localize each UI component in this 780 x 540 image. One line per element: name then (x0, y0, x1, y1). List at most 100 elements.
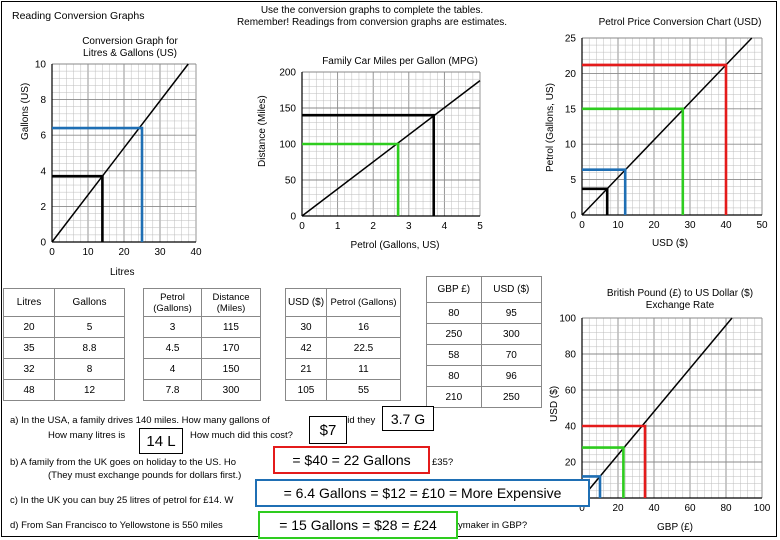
x-tick-label: 1 (335, 221, 341, 232)
x-tick-label: 20 (118, 247, 130, 258)
y-tick-label: 20 (565, 69, 577, 80)
table-cell: 3 (142, 316, 203, 338)
reading-line-black (302, 113, 436, 216)
table-cell: 250 (480, 386, 543, 408)
gbp-usd-table: GBP £) USD ($) 80 95 250 300 58 70 80 96 210 250 (426, 276, 543, 408)
table-cell: 80 (426, 365, 482, 387)
table-cell: 12 (54, 379, 125, 401)
table-header: Litres (2, 288, 56, 317)
x-tick-label: 0 (299, 221, 305, 232)
question-b-line-2: (They must exchange pounds for dollars f… (48, 470, 242, 481)
reading-line-green (582, 107, 685, 215)
conversion-line (581, 37, 753, 216)
table-cell: 30 (285, 316, 327, 338)
x-tick-label: 3 (406, 221, 412, 232)
petrol-graph-ylabel: Petrol (Gallons, US) (545, 83, 556, 172)
table-cell: 55 (326, 379, 401, 401)
table-row: 80 96 (426, 365, 543, 387)
table-header: Distance (Miles) (201, 288, 261, 317)
question-b-line-1b: £35? (432, 457, 454, 468)
gbp-graph-xlabel: GBP (£) (657, 522, 693, 533)
table-cell: 7.8 (142, 379, 203, 401)
answer-a-cost: $7 (309, 416, 347, 444)
question-b-line-1: b) A family from the UK goes on holiday … (10, 457, 237, 468)
table-cell: 210 (426, 386, 482, 408)
table-cell: 8 (54, 358, 125, 380)
x-tick-label: 40 (720, 220, 732, 231)
gbp-graph-ylabel: USD ($) (549, 385, 560, 422)
x-tick-label: 40 (190, 247, 202, 258)
table-row: 7.8 300 (142, 379, 261, 401)
table-cell: 70 (480, 344, 543, 366)
mpg-graph-title: Family Car Miles per Gallon (MPG) (322, 56, 478, 67)
mpg-graph-xlabel: Petrol (Gallons, US) (350, 240, 440, 251)
answer-b: = $40 = 22 Gallons (273, 446, 430, 474)
petrol-graph-xlabel: USD ($) (651, 238, 689, 249)
table-cell: 4.5 (142, 337, 203, 359)
table-cell: 250 (426, 323, 482, 345)
table-cell: 80 (426, 302, 482, 324)
reading-line-black (582, 187, 609, 215)
table-cell: 58 (426, 344, 482, 366)
table-header: GBP £) (426, 276, 482, 303)
y-tick-label: 100 (279, 140, 296, 151)
table-row: 32 8 (2, 358, 125, 380)
table-cell: 22.5 (326, 337, 401, 359)
table-cell: 42 (285, 337, 327, 359)
x-tick-label: 0 (579, 220, 585, 231)
y-tick-label: 15 (565, 104, 577, 115)
y-tick-label: 60 (565, 386, 577, 397)
y-tick-label: 2 (40, 202, 46, 213)
table-row: 42 22.5 (285, 337, 401, 359)
y-tick-label: 0 (290, 212, 296, 223)
table-cell: 35 (2, 337, 56, 359)
petrol-graph-title: Petrol Price Conversion Chart (USD) (598, 17, 762, 28)
question-c-line-1: c) In the UK you can buy 25 litres of pe… (10, 495, 234, 506)
table-cell: 8.8 (54, 337, 125, 359)
table-row: 48 12 (2, 379, 125, 401)
x-tick-label: 60 (684, 503, 696, 514)
y-tick-label: 6 (40, 131, 46, 142)
table-cell: 11 (326, 358, 401, 380)
table-row: 30 16 (285, 316, 401, 338)
y-tick-label: 20 (565, 458, 577, 469)
litres-graph-title-2: Litres & Gallons (US) (83, 48, 177, 59)
x-tick-label: 20 (612, 503, 624, 514)
table-cell: 48 (2, 379, 56, 401)
question-a-line-1b: did they (342, 415, 376, 426)
x-tick-label: 80 (720, 503, 732, 514)
answer-d: = 15 Gallons = $28 = £24 (258, 511, 458, 539)
litres-graph-title-1: Conversion Graph for (82, 36, 178, 47)
question-a-line-2b: How much did this cost? (190, 430, 293, 441)
table-row: 80 95 (426, 302, 543, 324)
table-cell: 95 (480, 302, 543, 324)
question-a-line-2: How many litres is (48, 430, 126, 441)
table-cell: 115 (201, 316, 261, 338)
page-title: Reading Conversion Graphs (12, 10, 145, 22)
x-tick-label: 10 (612, 220, 624, 231)
x-tick-label: 0 (579, 503, 585, 514)
x-tick-label: 30 (154, 247, 166, 258)
table-row: 21 11 (285, 358, 401, 380)
conversion-line (51, 63, 189, 243)
y-tick-label: 200 (279, 68, 296, 79)
x-tick-label: 100 (754, 503, 771, 514)
y-tick-label: 25 (565, 34, 577, 45)
litres-graph-ylabel: Gallons (US) (20, 82, 31, 140)
table-header: USD ($) (480, 276, 543, 303)
x-tick-label: 30 (684, 220, 696, 231)
x-tick-label: 2 (370, 221, 376, 232)
table-row: 58 70 (426, 344, 543, 366)
x-tick-label: 10 (82, 247, 94, 258)
litres-gallons-table: Litres Gallons 20 5 35 8.8 32 8 48 12 (2, 288, 125, 401)
mpg-graph-ylabel: Distance (Miles) (257, 95, 268, 167)
instruction-line-1: Use the conversion graphs to complete th… (260, 5, 484, 16)
reading-line-red (582, 424, 647, 498)
y-tick-label: 8 (40, 95, 46, 106)
y-tick-label: 150 (279, 104, 296, 115)
answer-a-gallons: 3.7 G (382, 406, 434, 431)
reading-line-black (52, 174, 104, 242)
y-tick-label: 10 (565, 140, 577, 151)
x-tick-label: 40 (648, 503, 660, 514)
